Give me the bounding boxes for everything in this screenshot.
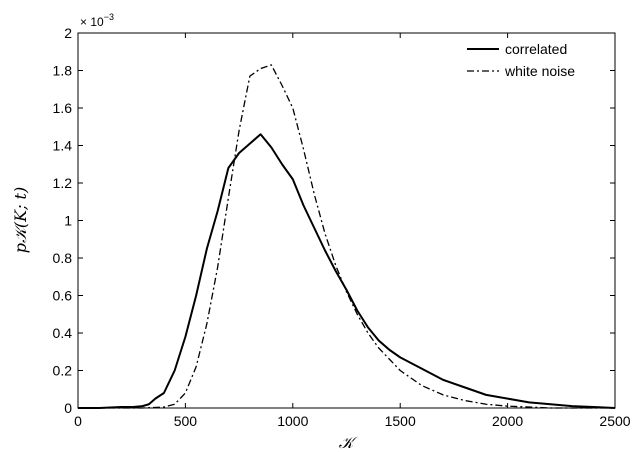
legend: correlated white noise bbox=[467, 41, 575, 79]
x-tick-label: 2000 bbox=[492, 413, 523, 429]
y-tick-label: 0 bbox=[64, 400, 72, 416]
y-axis-label: p𝒦(K; t) bbox=[11, 187, 30, 253]
tick-labels-layer: 0 500 1000 1500 2000 2500 0 0.2 0.4 0.6 0.8 1 1.2 1.4… bbox=[53, 25, 631, 429]
y-multiplier-exp: −3 bbox=[104, 12, 114, 22]
y-tick-label: 1 bbox=[64, 213, 72, 229]
y-multiplier: × 10−3 bbox=[80, 12, 114, 29]
x-tick-label: 1000 bbox=[277, 413, 308, 429]
x-tick-label: 500 bbox=[174, 413, 198, 429]
y-tick-label: 0.6 bbox=[53, 288, 73, 304]
y-tick-label: 0.2 bbox=[53, 363, 73, 379]
y-tick-label: 1.4 bbox=[53, 138, 73, 154]
x-axis-label: 𝒦 bbox=[339, 433, 359, 452]
y-tick-label: 0.8 bbox=[53, 250, 73, 266]
legend-label-correlated: correlated bbox=[505, 41, 567, 57]
y-tick-label: 1.2 bbox=[53, 175, 73, 191]
y-tick-label: 2 bbox=[64, 25, 72, 41]
y-multiplier-text: × 10 bbox=[80, 15, 104, 29]
y-tick-label: 1.8 bbox=[53, 63, 73, 79]
x-tick-label: 2500 bbox=[599, 413, 630, 429]
legend-label-white-noise: white noise bbox=[504, 63, 575, 79]
y-tick-label: 0.4 bbox=[53, 325, 73, 341]
x-tick-label: 1500 bbox=[385, 413, 416, 429]
plot-area bbox=[78, 33, 615, 408]
ticks-layer bbox=[77, 32, 616, 409]
series-line-correlated bbox=[78, 133, 616, 409]
y-tick-label: 1.6 bbox=[53, 100, 73, 116]
series-layer bbox=[78, 64, 616, 409]
series-line-white-noise bbox=[78, 64, 615, 409]
x-tick-label: 0 bbox=[74, 413, 82, 429]
